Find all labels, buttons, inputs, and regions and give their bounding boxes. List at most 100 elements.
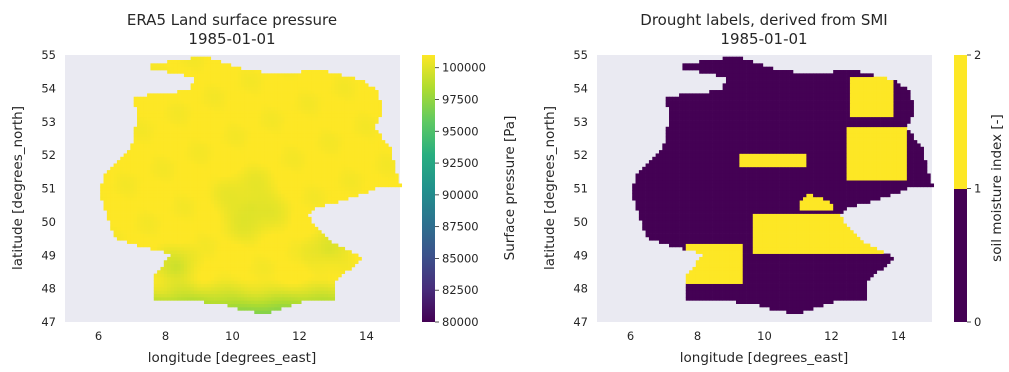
map-cell xyxy=(384,176,389,181)
map-cell xyxy=(314,273,319,278)
map-cell xyxy=(183,90,188,94)
map-cell xyxy=(301,83,305,88)
map-cell xyxy=(257,133,262,138)
map-cell xyxy=(177,126,181,131)
map-cell xyxy=(230,96,235,101)
map-cell xyxy=(267,226,272,231)
map-cell xyxy=(348,160,352,164)
map-cell xyxy=(260,223,265,228)
map-cell xyxy=(214,276,218,281)
map-cell xyxy=(281,136,285,141)
map-cell xyxy=(321,186,325,191)
map-cell xyxy=(314,293,319,298)
map-cell xyxy=(331,143,336,148)
map-cell xyxy=(247,103,252,108)
map-cell xyxy=(113,193,118,198)
map-cell xyxy=(133,126,138,131)
map-cell xyxy=(254,286,258,291)
map-cell xyxy=(304,290,309,294)
map-cell xyxy=(351,146,356,151)
map-cell xyxy=(153,203,158,208)
map-cell xyxy=(234,200,238,204)
map-cell xyxy=(719,293,723,298)
map-cell xyxy=(143,100,148,104)
map-cell xyxy=(267,290,272,294)
map-cell xyxy=(806,306,811,311)
map-cell xyxy=(190,250,195,254)
map-cell xyxy=(307,220,312,224)
map-cell xyxy=(327,120,332,124)
map-cell xyxy=(200,160,205,164)
map-cell xyxy=(204,56,208,61)
map-cell xyxy=(307,296,312,301)
map-cell xyxy=(177,90,181,94)
map-cell xyxy=(338,160,342,164)
map-cell xyxy=(374,113,379,118)
map-cell xyxy=(183,156,188,161)
map-cell xyxy=(123,186,128,191)
map-cell xyxy=(110,200,114,204)
map-cell xyxy=(173,170,178,174)
map-cell xyxy=(331,166,336,171)
map-cell xyxy=(257,223,262,228)
map-cell xyxy=(137,163,141,168)
map-cell xyxy=(291,156,295,161)
map-cell xyxy=(301,110,305,114)
map-cell xyxy=(348,186,352,191)
map-cell xyxy=(214,86,218,91)
map-cell xyxy=(180,203,185,208)
map-cell xyxy=(314,180,319,184)
map-cell xyxy=(207,173,212,178)
map-cell xyxy=(110,203,114,208)
map-cell xyxy=(180,280,185,284)
map-cell xyxy=(180,276,185,281)
map-cell xyxy=(364,133,369,138)
map-cell xyxy=(240,236,245,241)
map-cell xyxy=(150,126,155,131)
map-cell xyxy=(217,103,222,108)
map-cell xyxy=(234,196,238,201)
map-cell xyxy=(829,296,834,301)
map-cell xyxy=(207,166,212,171)
map-cell xyxy=(287,266,292,271)
map-cell xyxy=(301,143,305,148)
map-cell xyxy=(321,136,325,141)
map-cell xyxy=(163,176,168,181)
map-cell xyxy=(324,246,329,251)
map-cell xyxy=(106,216,111,221)
map-cell xyxy=(237,90,242,94)
map-cell xyxy=(237,153,242,158)
map-cell xyxy=(364,120,369,124)
map-cell xyxy=(157,226,161,231)
map-cell xyxy=(301,256,305,261)
map-cell xyxy=(287,133,292,138)
map-cell xyxy=(157,116,161,121)
map-cell xyxy=(317,163,322,168)
map-cell xyxy=(230,186,235,191)
map-cell xyxy=(291,206,295,211)
map-cell xyxy=(304,230,309,234)
map-cell xyxy=(311,196,315,201)
map-cell xyxy=(321,190,325,194)
map-cell xyxy=(197,120,202,124)
map-cell xyxy=(301,220,305,224)
map-cell xyxy=(140,196,145,201)
y-tick-label: 52 xyxy=(41,148,56,162)
map-cell xyxy=(277,136,282,141)
map-cell xyxy=(786,296,790,301)
map-cell xyxy=(137,130,141,134)
map-cell xyxy=(314,190,319,194)
map-cell xyxy=(284,276,289,281)
map-cell xyxy=(183,220,188,224)
map-cell xyxy=(250,193,255,198)
map-cell xyxy=(301,293,305,298)
map-cell xyxy=(153,173,158,178)
map-cell xyxy=(260,270,265,274)
map-cell xyxy=(190,216,195,221)
map-cell xyxy=(368,173,372,178)
map-cell xyxy=(267,176,272,181)
map-cell xyxy=(277,106,282,111)
map-cell xyxy=(314,136,319,141)
map-cell xyxy=(157,113,161,118)
map-cell xyxy=(257,126,262,131)
